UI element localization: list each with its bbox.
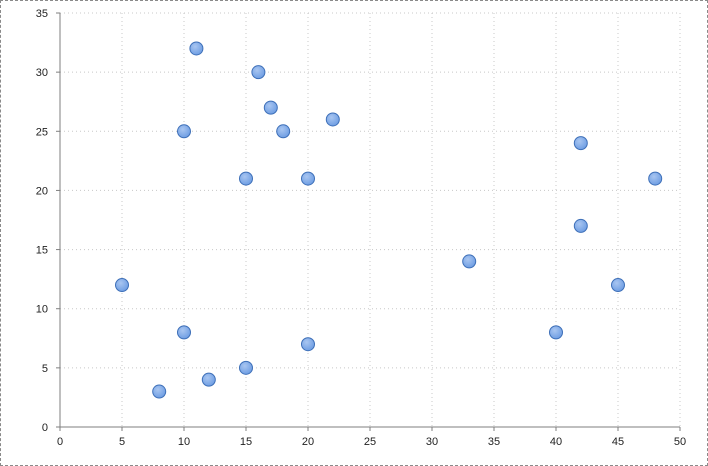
data-point xyxy=(115,278,129,293)
x-tick-label: 0 xyxy=(57,436,63,448)
x-tick-label: 5 xyxy=(119,436,125,448)
x-tick-label: 45 xyxy=(612,436,624,448)
x-tick-label: 50 xyxy=(674,436,686,448)
x-tick-label: 40 xyxy=(550,436,562,448)
data-point xyxy=(189,41,204,56)
y-tick-label: 30 xyxy=(36,67,48,79)
data-point xyxy=(573,218,588,233)
data-point xyxy=(239,360,253,375)
x-tick-label: 15 xyxy=(240,436,252,448)
data-point xyxy=(462,254,477,269)
y-tick-label: 25 xyxy=(36,126,48,138)
y-tick-label: 10 xyxy=(36,304,48,316)
data-point xyxy=(325,112,340,127)
data-point xyxy=(239,171,253,186)
x-tick-labels: 0 5 10 15 20 25 30 35 40 45 50 xyxy=(57,436,686,448)
x-tick-label: 10 xyxy=(178,436,190,448)
data-point xyxy=(573,136,588,151)
y-tick-label: 15 xyxy=(36,245,48,257)
data-point xyxy=(301,337,315,352)
y-tick-label: 35 xyxy=(36,8,48,20)
y-tick-label: 0 xyxy=(42,422,48,434)
data-point xyxy=(611,278,625,293)
data-point xyxy=(177,124,191,139)
data-point xyxy=(301,171,315,186)
data-point xyxy=(648,171,663,186)
data-point xyxy=(549,325,563,340)
y-tick-label: 20 xyxy=(36,185,48,197)
data-point xyxy=(201,372,216,387)
data-point xyxy=(177,325,191,340)
grid-layer xyxy=(60,12,681,427)
y-tick-label: 5 xyxy=(42,363,48,375)
x-tick-label: 25 xyxy=(364,436,376,448)
x-tick-label: 35 xyxy=(488,436,500,448)
axis-layer xyxy=(56,12,681,431)
data-point xyxy=(152,384,167,399)
x-tick-label: 20 xyxy=(302,436,314,448)
data-points xyxy=(115,41,663,399)
x-tick-label: 30 xyxy=(426,436,438,448)
y-tick-labels: 0 5 10 15 20 25 30 35 xyxy=(36,8,48,434)
data-point xyxy=(251,65,266,80)
data-point xyxy=(276,124,291,139)
data-point xyxy=(263,100,278,115)
